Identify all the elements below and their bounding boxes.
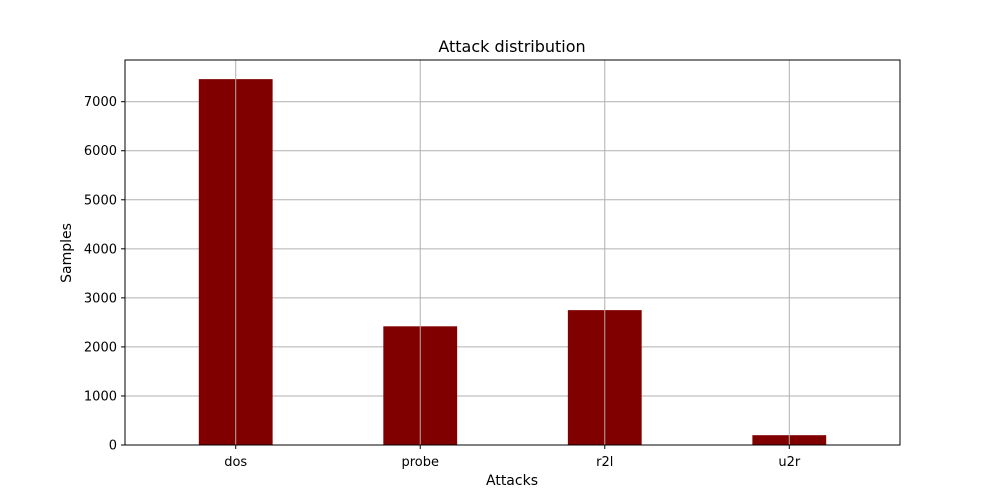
y-tick-label: 5000	[84, 193, 117, 208]
grid-overlay-layer	[235, 60, 790, 445]
x-tick-label-dos: dos	[224, 455, 247, 470]
chart-title: Attack distribution	[438, 37, 585, 56]
y-tick-label: 4000	[84, 242, 117, 257]
x-tick-label-probe: probe	[401, 455, 439, 470]
x-tick-label-r2l: r2l	[596, 455, 613, 470]
x-tick-layer: dos probe r2l u2r	[224, 445, 801, 470]
plot-frame	[124, 59, 901, 446]
y-tick-label: 1000	[84, 389, 117, 404]
y-tick-layer: 0 1000 2000 3000 4000 5000 6000 7000	[84, 95, 125, 454]
x-axis-label: Attacks	[486, 473, 538, 489]
y-tick-label: 0	[109, 439, 117, 454]
x-tick-label-u2r: u2r	[778, 455, 801, 470]
y-axis-label: Samples	[59, 223, 75, 283]
y-tick-label: 3000	[84, 291, 117, 306]
y-tick-label: 7000	[84, 95, 117, 110]
y-tick-label: 6000	[84, 144, 117, 159]
bar-layer	[198, 79, 827, 446]
y-tick-label: 2000	[84, 340, 117, 355]
